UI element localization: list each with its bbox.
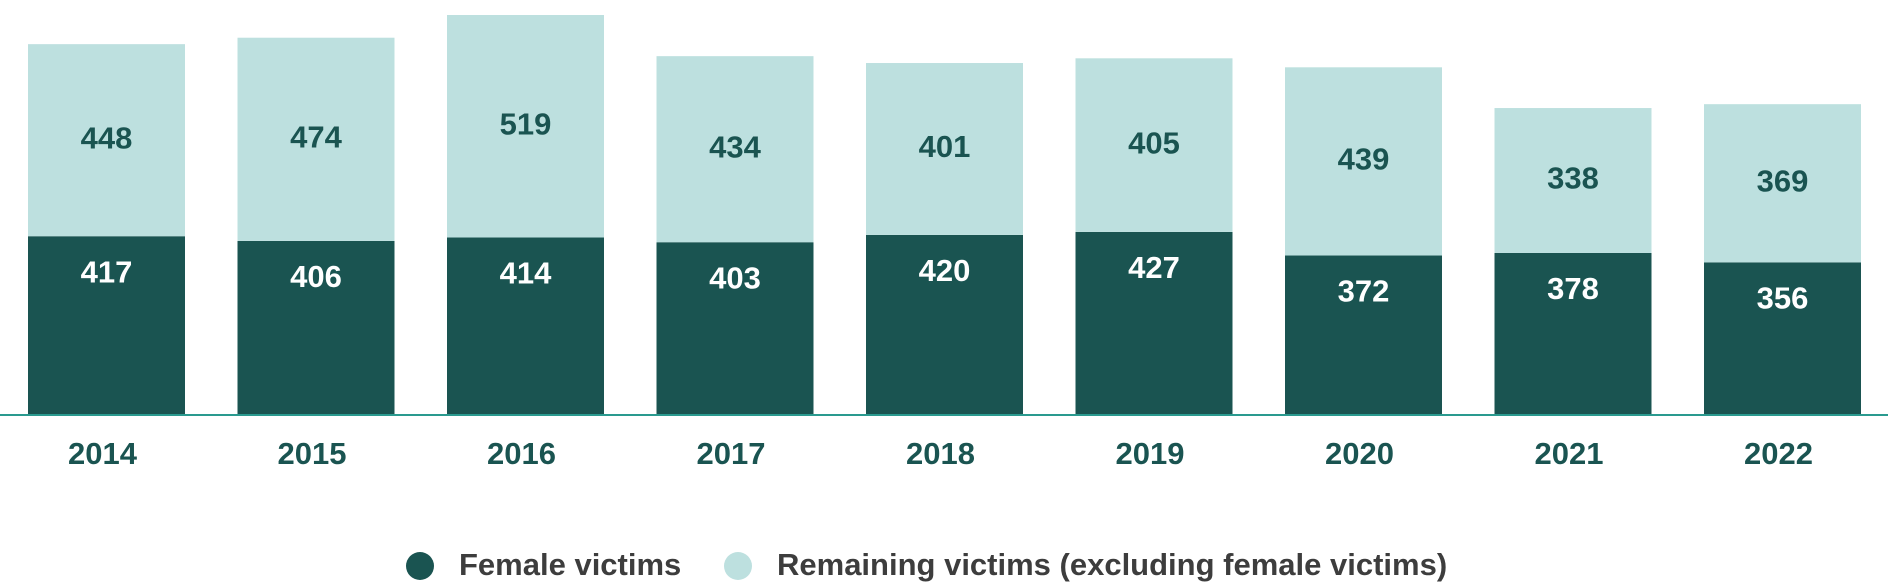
- bar-segment: [1285, 255, 1442, 415]
- bar-segment: [866, 63, 1023, 235]
- bar-segment: [1704, 262, 1861, 415]
- data-label: 356: [1757, 281, 1809, 316]
- data-label: 427: [1128, 250, 1180, 285]
- bar-segment: [447, 237, 604, 415]
- data-label: 406: [290, 259, 342, 294]
- data-label: 448: [81, 120, 133, 155]
- data-label: 420: [919, 253, 971, 288]
- bar-segment: [237, 240, 395, 415]
- bar-segment: [1075, 58, 1233, 232]
- data-label: 338: [1547, 161, 1599, 196]
- bar-segment: [656, 242, 814, 415]
- bar-segment: [1704, 104, 1861, 263]
- bar-segment: [1494, 252, 1652, 415]
- data-label: 434: [709, 129, 761, 164]
- bar-segment: [866, 234, 1023, 415]
- x-tick-label: 2020: [1325, 436, 1394, 471]
- legend-label: Female victims: [459, 547, 681, 582]
- data-label: 378: [1547, 271, 1599, 306]
- bar-segment: [237, 37, 395, 241]
- data-label: 474: [290, 120, 342, 155]
- bar-segment: [28, 44, 185, 237]
- x-tick-label: 2019: [1116, 436, 1185, 471]
- data-label: 401: [919, 129, 971, 164]
- data-label: 403: [709, 260, 761, 295]
- legend-marker: [724, 552, 752, 580]
- data-label: 369: [1757, 163, 1809, 198]
- bar-segment: [656, 56, 814, 243]
- bar-segment: [1494, 108, 1652, 253]
- data-label: 405: [1128, 125, 1180, 160]
- data-label: 439: [1338, 142, 1390, 177]
- x-tick-label: 2016: [487, 436, 556, 471]
- bar-segment: [28, 236, 185, 415]
- data-label: 417: [81, 254, 133, 289]
- x-tick-label: 2014: [68, 436, 138, 471]
- x-tick-label: 2018: [906, 436, 975, 471]
- x-tick-label: 2021: [1535, 436, 1604, 471]
- x-tick-label: 2017: [697, 436, 766, 471]
- bar-segment: [447, 15, 604, 238]
- bar-segment: [1075, 231, 1233, 415]
- legend-label: Remaining victims (excluding female vict…: [777, 547, 1447, 582]
- x-tick-label: 2015: [278, 436, 347, 471]
- bar-segment: [1285, 67, 1442, 256]
- data-label: 372: [1338, 274, 1390, 309]
- x-tick-label: 2022: [1744, 436, 1813, 471]
- data-label: 519: [500, 106, 552, 141]
- data-label: 414: [500, 256, 552, 291]
- legend-marker: [406, 552, 434, 580]
